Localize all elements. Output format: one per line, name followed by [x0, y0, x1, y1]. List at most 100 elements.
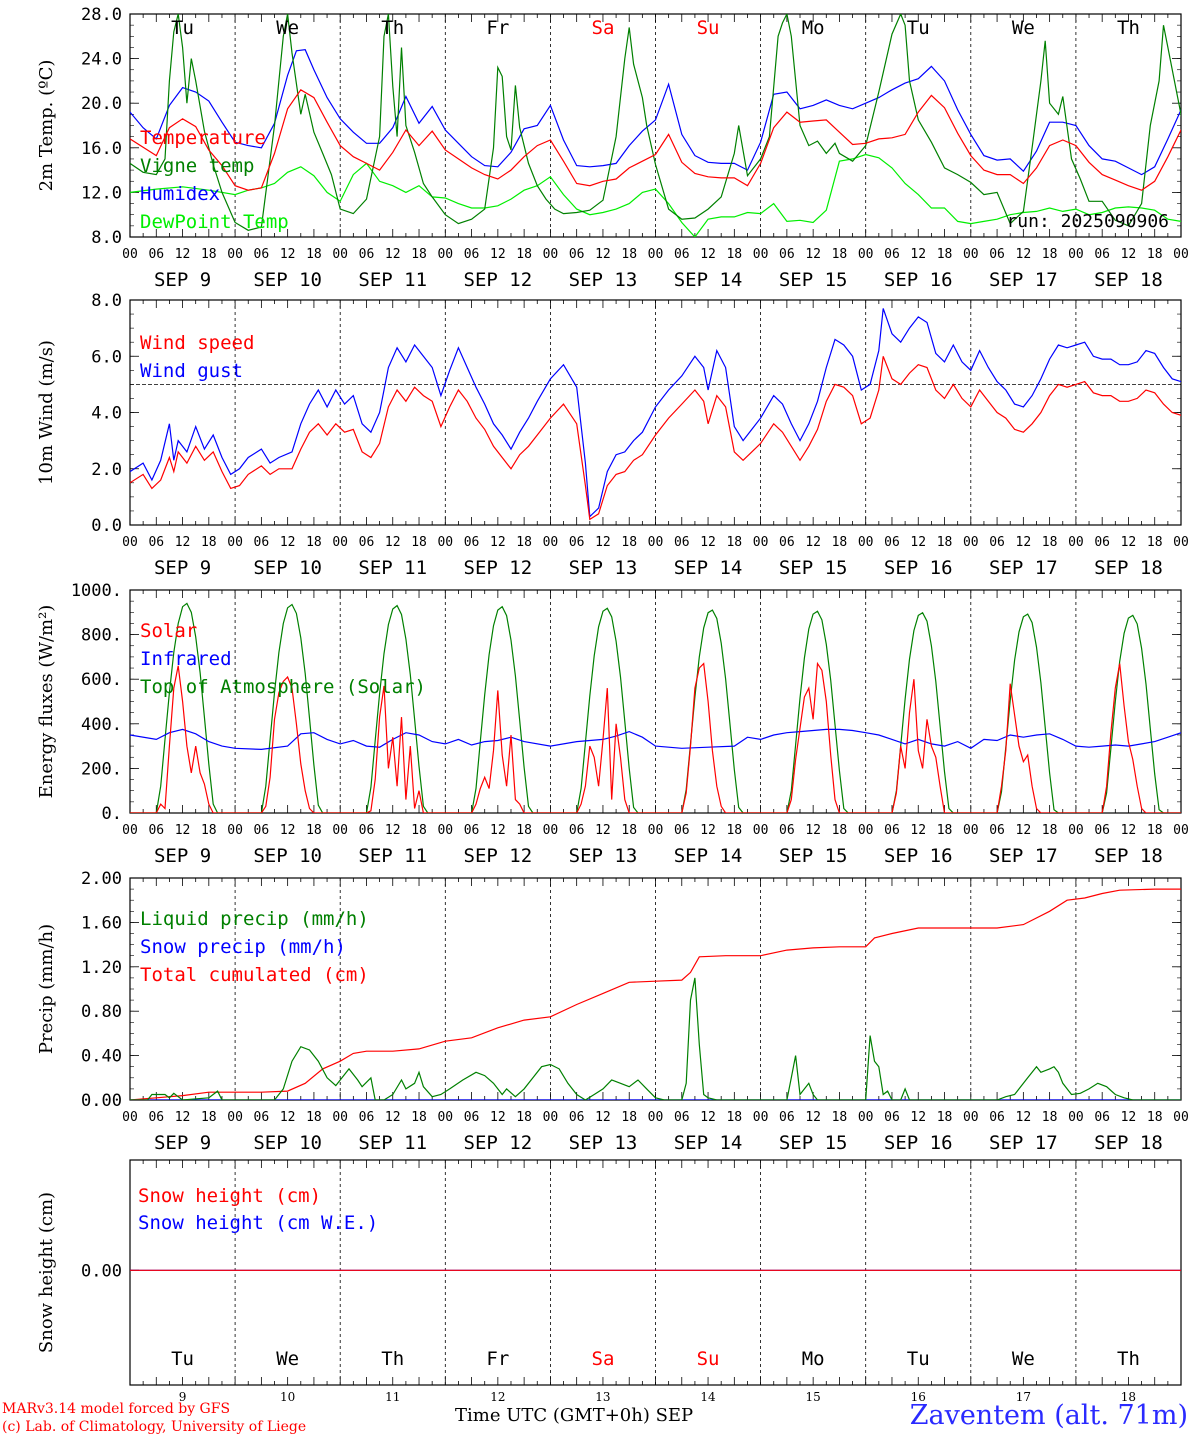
hour-tick-label: 06	[359, 1110, 375, 1125]
hour-tick-label: 06	[148, 1110, 164, 1125]
hour-tick-label: 18	[1042, 247, 1058, 262]
date-label: SEP 10	[253, 845, 322, 867]
y-tick-label: 24.0	[81, 50, 122, 70]
hour-tick-label: 18	[621, 247, 637, 262]
y-axis-label: Energy fluxes (W/m²)	[36, 605, 57, 799]
hour-tick-label: 12	[280, 247, 296, 262]
hour-tick-label: 12	[1121, 247, 1137, 262]
y-tick-label: 1.60	[81, 913, 122, 933]
hour-tick-label: 18	[621, 535, 637, 550]
hour-tick-label: 12	[490, 823, 506, 838]
y-tick-label: 200.	[81, 759, 122, 779]
plot-frame	[129, 13, 1182, 238]
hour-tick-label: 12	[910, 1110, 926, 1125]
hour-tick-label: 18	[1042, 1110, 1058, 1125]
hour-tick-label: 06	[464, 535, 480, 550]
hour-tick-label: 06	[464, 1110, 480, 1125]
hour-tick-label: 00	[437, 247, 453, 262]
hour-tick-label: 00	[963, 247, 979, 262]
hour-tick-label: 00	[963, 1110, 979, 1125]
day-number-label: 14	[700, 1390, 716, 1404]
hour-tick-label: 06	[884, 1110, 900, 1125]
hour-tick-label: 00	[753, 247, 769, 262]
hour-tick-label: 18	[306, 1110, 322, 1125]
hour-tick-label: 00	[437, 823, 453, 838]
hour-tick-label: 06	[1094, 1110, 1110, 1125]
hour-tick-label: 18	[201, 823, 217, 838]
series-line-vigne-temp	[130, 14, 1181, 231]
hour-tick-label: 00	[1173, 535, 1189, 550]
hour-tick-label: 12	[385, 1110, 401, 1125]
series-line-humidex	[130, 49, 1181, 176]
hour-tick-label: 12	[700, 247, 716, 262]
hour-tick-label: 00	[963, 535, 979, 550]
run-label: run: 2025090906	[1006, 211, 1169, 232]
model-credits: MARv3.14 model forced by GFS (c) Lab. of…	[2, 1400, 306, 1436]
hour-tick-label: 12	[175, 823, 191, 838]
date-label: SEP 15	[779, 1132, 848, 1154]
weekday-label: Th	[381, 17, 404, 39]
date-label: SEP 17	[989, 557, 1058, 579]
hour-tick-label: 12	[1016, 823, 1032, 838]
hour-tick-label: 18	[832, 247, 848, 262]
weekday-label: Su	[697, 1348, 720, 1370]
hour-tick-label: 00	[963, 823, 979, 838]
hour-tick-label: 18	[621, 1110, 637, 1125]
hour-tick-label: 00	[753, 1110, 769, 1125]
hour-tick-label: 00	[332, 823, 348, 838]
y-tick-label: 28.0	[81, 5, 122, 25]
hour-tick-label: 18	[306, 535, 322, 550]
weekday-label: We	[276, 1348, 299, 1370]
day-number-label: 18	[1121, 1390, 1136, 1404]
hour-tick-label: 12	[910, 823, 926, 838]
hour-tick-label: 18	[937, 247, 953, 262]
hour-tick-label: 06	[359, 535, 375, 550]
hour-tick-label: 00	[543, 535, 559, 550]
date-label: SEP 18	[1094, 845, 1163, 867]
hour-tick-label: 12	[595, 247, 611, 262]
hour-tick-label: 18	[516, 823, 532, 838]
hour-tick-label: 12	[700, 1110, 716, 1125]
series-line-infrared	[130, 728, 1181, 751]
hour-tick-label: 00	[227, 247, 243, 262]
hour-tick-label: 06	[989, 823, 1005, 838]
hour-tick-label: 12	[385, 535, 401, 550]
hour-tick-label: 00	[122, 535, 138, 550]
date-label: SEP 15	[779, 557, 848, 579]
date-label: SEP 12	[464, 1132, 533, 1154]
hour-tick-label: 12	[910, 247, 926, 262]
hour-tick-label: 06	[148, 247, 164, 262]
date-label: SEP 15	[779, 845, 848, 867]
hour-tick-label: 06	[1094, 823, 1110, 838]
hour-tick-label: 18	[832, 823, 848, 838]
day-number-label: 17	[1016, 1390, 1031, 1404]
date-label: SEP 9	[154, 845, 211, 867]
date-label: SEP 9	[154, 1132, 211, 1154]
hour-tick-label: 18	[1147, 535, 1163, 550]
weekday-label: Fr	[486, 17, 509, 39]
panel-3: 0. 200. 400. 600. 800. 1000. Energy fluxes (W/…	[36, 581, 1189, 867]
hour-tick-label: 12	[385, 247, 401, 262]
y-tick-label: 16.0	[81, 139, 122, 159]
hour-tick-label: 06	[884, 247, 900, 262]
hour-tick-label: 12	[805, 1110, 821, 1125]
y-axis-label: Precip (mm/h)	[36, 924, 57, 1054]
hour-tick-label: 06	[254, 823, 270, 838]
date-label: SEP 16	[884, 269, 953, 291]
hour-tick-label: 12	[700, 823, 716, 838]
hour-tick-label: 00	[543, 823, 559, 838]
hour-tick-label: 00	[122, 247, 138, 262]
weekday-label: We	[1012, 17, 1035, 39]
hour-tick-label: 06	[464, 823, 480, 838]
hour-tick-label: 18	[726, 535, 742, 550]
legend-entry: Temperature	[140, 127, 266, 149]
hour-tick-label: 06	[674, 823, 690, 838]
hour-tick-label: 06	[674, 247, 690, 262]
hour-tick-label: 06	[569, 823, 585, 838]
date-label: SEP 18	[1094, 1132, 1163, 1154]
weekday-label: Th	[381, 1348, 404, 1370]
y-tick-label: 20.0	[81, 94, 122, 114]
hour-tick-label: 12	[805, 823, 821, 838]
series-line-temperature	[130, 88, 1181, 191]
hour-tick-label: 12	[1016, 535, 1032, 550]
